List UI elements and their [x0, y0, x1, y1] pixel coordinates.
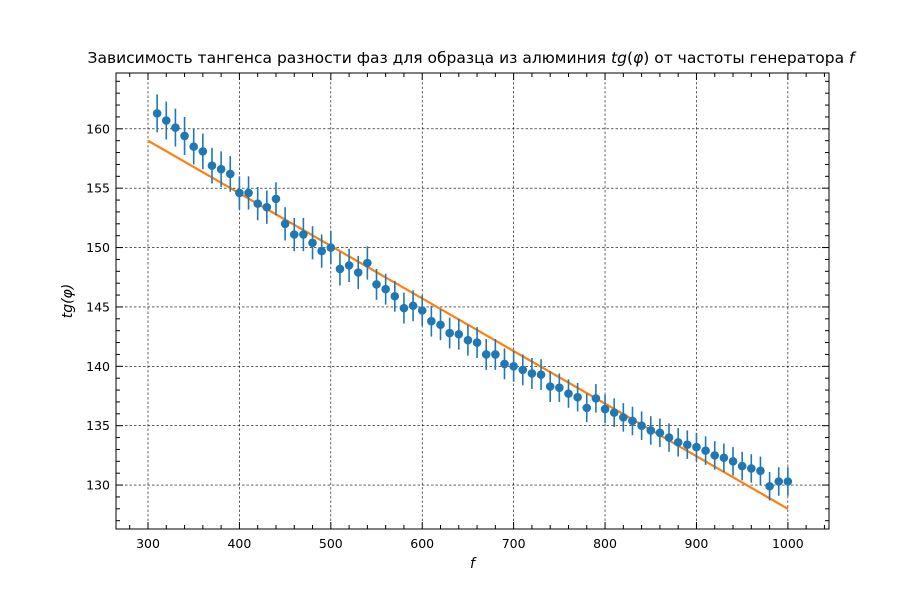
data-point: [427, 316, 436, 326]
data-point: [207, 161, 217, 170]
x-tick-label: 900: [685, 536, 709, 551]
data-point: [180, 131, 189, 141]
data-point: [591, 394, 601, 403]
y-tick-label: 130: [86, 478, 110, 493]
x-axis-label: f: [470, 556, 477, 572]
data-point: [417, 306, 427, 315]
chart-title-tg-symbol: tg: [611, 49, 627, 67]
x-tick-label: 1000: [772, 536, 804, 551]
data-point: [399, 303, 409, 313]
data-point: [664, 433, 674, 442]
data-point: [518, 365, 528, 375]
data-point: [235, 188, 244, 198]
data-point: [646, 426, 656, 435]
data-point: [436, 320, 445, 330]
data-point: [289, 230, 299, 239]
data-point: [555, 383, 564, 392]
data-point: [747, 464, 756, 473]
data-point: [500, 359, 509, 369]
data-point: [582, 403, 592, 413]
data-point: [317, 246, 326, 256]
data-point: [756, 466, 765, 476]
chart-title-part-1: Зависимость тангенса разности фаз для об…: [88, 49, 612, 67]
data-point: [308, 238, 317, 248]
y-tick-label: 145: [86, 299, 110, 314]
data-point: [545, 382, 555, 391]
chart-title-paren-open: (: [627, 49, 633, 67]
data-point: [765, 481, 774, 491]
x-tick-label: 800: [593, 536, 617, 551]
data-point: [783, 477, 793, 486]
data-point: [262, 202, 272, 212]
data-point: [655, 428, 665, 438]
data-point: [573, 392, 582, 402]
data-point: [335, 264, 345, 274]
chart-title-phi-symbol: φ: [633, 49, 644, 67]
data-point: [509, 362, 518, 371]
data-point: [390, 291, 400, 301]
data-point: [701, 446, 710, 455]
data-point: [683, 440, 692, 449]
data-point: [408, 301, 418, 311]
x-tick-label: 600: [410, 536, 434, 551]
plot-area-frame: [115, 72, 830, 530]
data-point: [463, 335, 473, 345]
y-tick-label: 155: [86, 181, 110, 196]
data-point: [161, 116, 171, 125]
x-tick-label: 300: [136, 536, 160, 551]
data-point: [280, 219, 290, 229]
data-point: [527, 369, 537, 378]
chart-title: Зависимость тангенса разности фаз для об…: [88, 49, 858, 67]
data-point: [326, 243, 336, 252]
data-point: [454, 329, 464, 339]
x-tick-label: 700: [502, 536, 526, 551]
data-point: [536, 370, 546, 379]
data-point: [299, 230, 308, 239]
y-tick-label: 160: [86, 121, 110, 136]
data-point: [774, 477, 784, 486]
data-point: [372, 280, 381, 289]
data-point: [719, 453, 729, 463]
data-point: [692, 442, 701, 452]
data-point: [381, 284, 390, 294]
y-tick-label: 140: [86, 359, 110, 374]
data-points-layer: [152, 94, 793, 501]
data-point: [619, 413, 628, 422]
y-tick-label: 150: [86, 240, 110, 255]
data-point: [225, 169, 235, 179]
data-point: [189, 142, 198, 151]
data-point: [710, 451, 720, 460]
data-point: [564, 389, 573, 398]
data-point: [491, 350, 500, 359]
data-point: [481, 350, 491, 359]
data-point: [737, 461, 747, 471]
data-point: [353, 268, 363, 277]
y-axis-label: tg(φ): [60, 284, 76, 319]
data-point: [363, 258, 372, 268]
data-point: [271, 194, 281, 204]
data-point: [637, 421, 646, 430]
data-point: [609, 408, 619, 417]
x-tick-label: 500: [319, 536, 343, 551]
data-point: [673, 438, 683, 447]
y-tick-label: 135: [86, 418, 110, 433]
data-point: [216, 164, 226, 174]
data-point: [253, 199, 262, 208]
data-point: [198, 147, 208, 156]
data-point: [728, 457, 738, 466]
data-point: [628, 416, 637, 426]
data-point: [244, 188, 253, 198]
axis-ticks: 300 400 500 600 700 800 900 1000 130 135 140 145 150…: [86, 73, 829, 551]
grid: [116, 73, 829, 529]
x-tick-label: 400: [227, 536, 251, 551]
data-point: [472, 338, 482, 347]
data-point: [600, 404, 610, 414]
data-point: [171, 123, 180, 132]
chart-title-f-symbol: f: [849, 49, 857, 67]
data-point: [344, 261, 354, 270]
chart-title-paren-close: ) от частоты генератора: [643, 49, 849, 67]
data-point: [152, 109, 162, 118]
data-point: [445, 328, 454, 338]
